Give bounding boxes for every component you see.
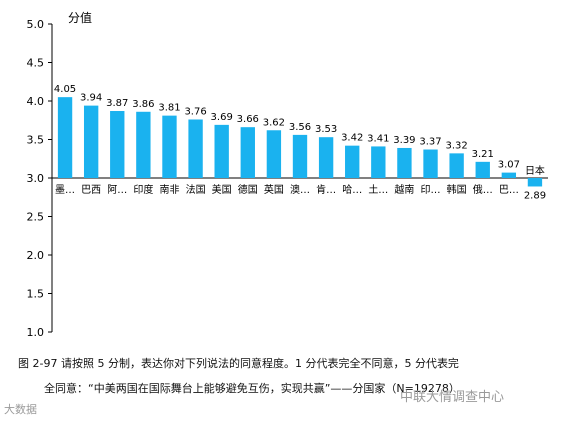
value-label: 3.42 <box>341 133 363 144</box>
bar <box>136 111 151 178</box>
value-label: 3.39 <box>393 135 415 146</box>
bar <box>345 145 360 178</box>
value-label: 3.94 <box>80 93 102 104</box>
value-label: 3.37 <box>419 137 441 148</box>
bar <box>83 105 99 178</box>
bar <box>423 149 438 178</box>
y-tick-label: 4.5 <box>27 57 45 70</box>
watermark-left: 大数据 <box>4 403 37 416</box>
bar <box>397 147 412 178</box>
category-label: 巴… <box>499 184 519 196</box>
category-label: 土… <box>368 183 388 196</box>
y-tick-label: 5.0 <box>27 18 45 31</box>
category-labels: 墨… 巴西 阿… 印度 南非 法国 美国 德国 英国 澳… 肯… 哈… 土… 越南 印… 韩国 俄… 巴… 日本 <box>55 164 545 196</box>
category-label: 印度 <box>133 183 153 196</box>
category-label: 巴西 <box>81 184 101 196</box>
y-tick-label: 1.0 <box>27 326 45 339</box>
bar <box>527 178 543 187</box>
bar <box>371 146 386 178</box>
value-labels: 4.05 3.94 3.87 3.86 3.81 3.76 3.69 3.66 3.62 3.56… <box>54 84 546 201</box>
bar <box>110 111 125 178</box>
category-label: 印… <box>421 184 441 196</box>
category-label: 澳… <box>290 183 310 196</box>
category-label: 韩国 <box>447 183 467 196</box>
y-tick-label: 3.0 <box>27 172 45 185</box>
value-label: 4.05 <box>54 84 76 95</box>
value-label: 3.21 <box>472 149 494 160</box>
bar <box>501 172 517 178</box>
y-tick-label: 3.5 <box>27 134 45 147</box>
category-label: 法国 <box>186 183 206 196</box>
bar <box>57 97 73 178</box>
bar <box>214 124 229 178</box>
bar <box>475 161 490 178</box>
category-label: 南非 <box>159 183 179 196</box>
value-label: 3.81 <box>158 103 180 114</box>
y-tick-label: 1.5 <box>27 288 45 301</box>
y-tick-label: 4.0 <box>27 95 45 108</box>
bar <box>266 130 282 178</box>
category-label: 德国 <box>238 183 258 196</box>
bar <box>162 115 177 178</box>
value-label: 3.62 <box>263 117 285 128</box>
y-tick-label: 2.5 <box>27 211 45 224</box>
value-label: 3.32 <box>445 140 467 151</box>
bar <box>188 119 203 178</box>
category-label: 墨… <box>55 184 75 196</box>
value-label: 3.56 <box>289 122 311 133</box>
category-label: 哈… <box>342 183 362 196</box>
value-label: 3.76 <box>184 106 206 117</box>
watermark-right: 中联大情调查中心 <box>400 390 505 405</box>
category-label: 俄… <box>473 184 493 196</box>
category-label: 越南 <box>394 183 414 196</box>
bar <box>318 137 334 178</box>
value-label: 3.86 <box>132 99 154 110</box>
category-label: 阿… <box>107 184 127 196</box>
value-label: 2.89 <box>524 190 546 201</box>
category-label: 美国 <box>212 183 232 196</box>
bars <box>57 97 543 187</box>
bar <box>449 153 464 178</box>
category-label: 英国 <box>264 183 284 196</box>
bar <box>292 134 308 178</box>
figure-caption-line-2: 全同意：“中美两国在国际舞台上能够避免互伤，实现共赢”——分国家（N=19278… <box>44 382 460 395</box>
value-label: 3.53 <box>315 124 337 135</box>
value-label: 3.07 <box>498 160 520 171</box>
figure-caption-line-1: 图 2-97 请按照 5 分制，表达你对下列说法的同意程度。1 分代表完全不同意… <box>18 357 459 370</box>
value-label: 3.66 <box>237 114 259 125</box>
y-axis-title: 分值 <box>68 10 92 25</box>
value-label: 3.69 <box>211 112 233 123</box>
y-axis-ticks: 1.0 1.5 2.0 2.5 3.0 3.5 4.0 4.5 5.0 <box>27 18 52 339</box>
category-label: 日本 <box>525 164 545 177</box>
bar <box>240 127 255 178</box>
y-tick-label: 2.0 <box>27 249 45 262</box>
value-label: 3.87 <box>106 98 128 109</box>
category-label: 肯… <box>316 183 336 196</box>
value-label: 3.41 <box>367 133 389 144</box>
bar-chart: 分值 1.0 1.5 2.0 2.5 3.0 3.5 4.0 4.5 5.0 4.05 3.94 3… <box>27 10 548 339</box>
